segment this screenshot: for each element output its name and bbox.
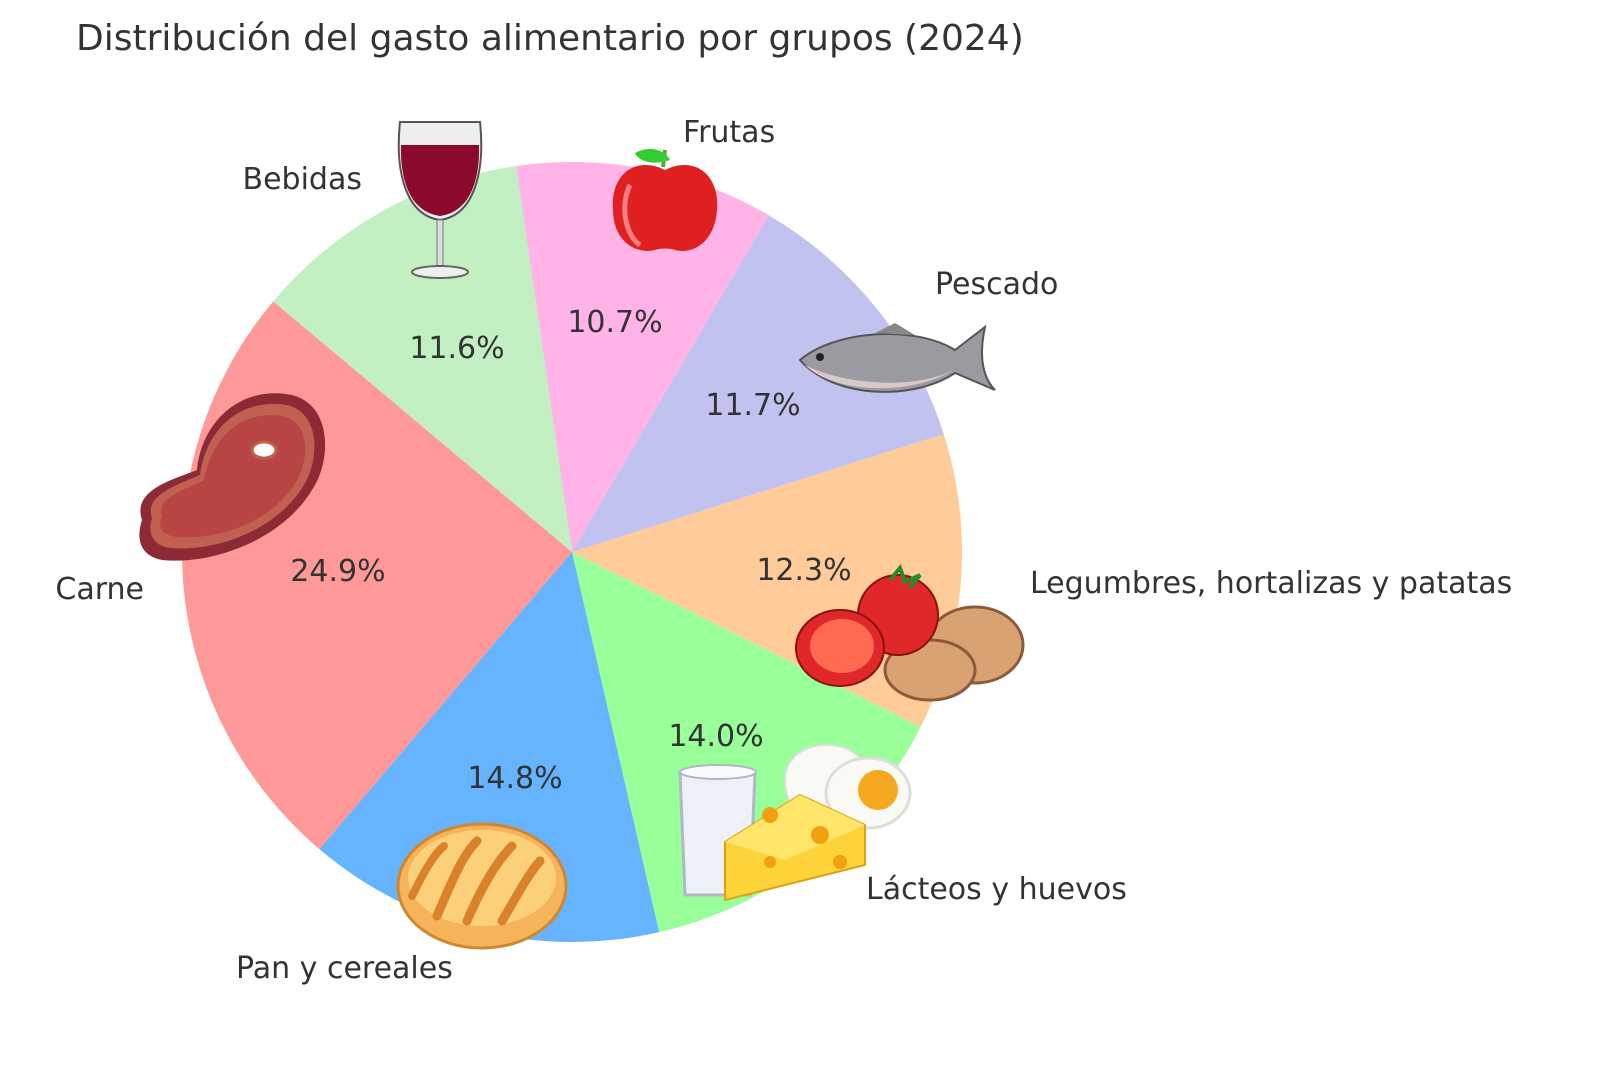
- bread-icon: [396, 822, 568, 950]
- pie-slice-bebidas: [273, 166, 572, 553]
- percent-label-frutas: 10.7%: [567, 305, 662, 340]
- category-labels: Carne Pan y cereales Lácteos y huevos Legum…: [55, 115, 1512, 986]
- category-label-lacteos-y-huevos: Lácteos y huevos: [866, 872, 1127, 907]
- wine-glass-icon: [397, 121, 483, 279]
- percent-label-bebidas: 11.6%: [409, 331, 504, 366]
- chart-title: Distribución del gasto alimentario por g…: [76, 18, 1024, 59]
- category-label-pan-y-cereales: Pan y cereales: [236, 951, 453, 986]
- vegetables-icon: [795, 564, 1025, 702]
- percent-label-pan-y-cereales: 14.8%: [467, 761, 562, 796]
- icons: [139, 121, 1025, 950]
- pie-slice-pan-y-cereales: [319, 552, 660, 942]
- category-label-carne: Carne: [55, 572, 144, 607]
- pie-slice-frutas: [516, 162, 769, 552]
- dairy-eggs-icon: [678, 743, 912, 902]
- category-label-pescado: Pescado: [935, 267, 1058, 302]
- percent-label-carne: 24.9%: [290, 554, 385, 589]
- percent-labels: 24.9% 14.8% 14.0% 12.3% 11.7% 10.7% 11.6%: [290, 305, 851, 796]
- category-label-frutas: Frutas: [683, 115, 775, 150]
- steak-icon: [139, 393, 326, 561]
- percent-label-legumbres-hortalizas-y-patatas: 12.3%: [756, 553, 851, 588]
- pie-slice-pescado: [572, 215, 944, 552]
- category-label-legumbres-hortalizas-y-patatas: Legumbres, hortalizas y patatas: [1030, 566, 1512, 601]
- category-label-bebidas: Bebidas: [243, 162, 362, 197]
- percent-label-lacteos-y-huevos: 14.0%: [668, 719, 763, 754]
- apple-icon: [612, 149, 718, 251]
- percent-label-pescado: 11.7%: [705, 388, 800, 423]
- fish-icon: [798, 323, 996, 393]
